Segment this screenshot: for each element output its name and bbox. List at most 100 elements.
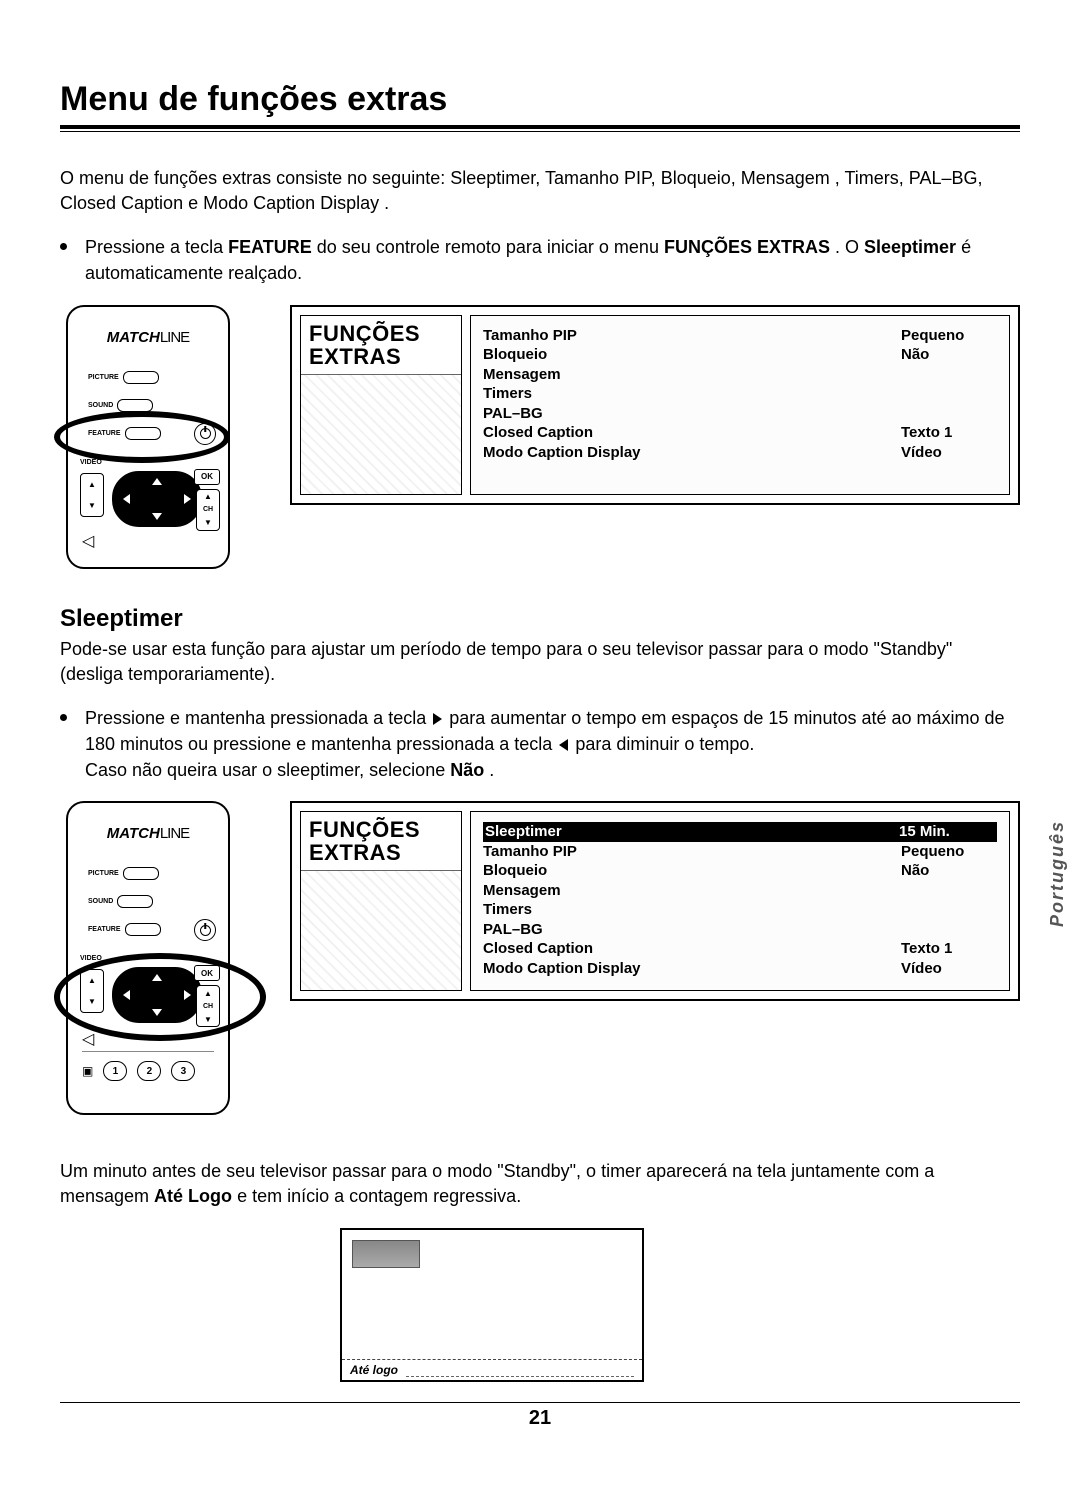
osd-menu-item[interactable]: Closed CaptionTexto 1 <box>483 939 997 959</box>
osd-menu-item[interactable]: Modo Caption DisplayVídeo <box>483 443 997 463</box>
ate-logo-label: Até logo <box>350 1363 398 1377</box>
bullet-dot-icon <box>60 243 67 250</box>
label-sound: SOUND <box>88 898 113 905</box>
num-2-button[interactable]: 2 <box>137 1061 161 1081</box>
osd-item-value <box>901 881 997 901</box>
osd-item-value: Não <box>901 861 997 881</box>
label-feature: FEATURE <box>88 926 121 933</box>
picture-button[interactable] <box>123 867 159 880</box>
osd-item-value: Pequeno <box>901 842 997 862</box>
fig-row-2: MATCHLINE PICTURE SOUND FEATURE VIDEO <box>60 801 1020 1131</box>
osd-menu-item[interactable]: BloqueioNão <box>483 345 997 365</box>
osd-item-label: Timers <box>483 900 901 920</box>
osd-item-value <box>901 900 997 920</box>
osd-item-label: PAL–BG <box>483 404 901 424</box>
sleep-intro-text: Pode-se usar esta função para ajustar um… <box>60 637 1020 687</box>
text: do seu controle remoto para iniciar o me… <box>317 237 664 257</box>
osd-item-label: Timers <box>483 384 901 404</box>
text: . O <box>835 237 864 257</box>
countdown-text: Um minuto antes de seu televisor passar … <box>60 1159 1020 1209</box>
label-ch: CH <box>203 506 213 513</box>
picture-button[interactable] <box>123 371 159 384</box>
mute-icon: ◁ <box>82 1029 94 1049</box>
osd-menu-item[interactable]: Mensagem <box>483 365 997 385</box>
text: para diminuir o tempo. <box>575 734 754 754</box>
osd-menu-item[interactable]: Closed CaptionTexto 1 <box>483 423 997 443</box>
osd-left-preview <box>301 871 461 990</box>
osd-menu-item[interactable]: Modo Caption DisplayVídeo <box>483 959 997 979</box>
remote-illustration-2: MATCHLINE PICTURE SOUND FEATURE VIDEO <box>60 801 260 1131</box>
key-funcoes: FUNÇÕES EXTRAS <box>664 237 830 257</box>
osd-item-value: Vídeo <box>901 959 997 979</box>
osd-menu-item[interactable]: Tamanho PIPPequeno <box>483 842 997 862</box>
dpad[interactable] <box>112 471 202 527</box>
osd-menu-item[interactable]: Tamanho PIPPequeno <box>483 326 997 346</box>
intro-text: O menu de funções extras consiste no seg… <box>60 166 1020 216</box>
osd-left-panel: FUNÇÕES EXTRAS <box>300 811 462 991</box>
osd-item-value: Pequeno <box>901 326 997 346</box>
osd-item-value <box>901 404 997 424</box>
text: . <box>489 760 494 780</box>
dpad-down-icon <box>152 513 162 520</box>
osd-header-2: EXTRAS <box>309 345 453 368</box>
osd-screen-2: FUNÇÕES EXTRAS Sleeptimer15 Min.Tamanho … <box>290 801 1020 1001</box>
dpad-up-icon <box>152 478 162 485</box>
key-sleeptimer: Sleeptimer <box>864 237 956 257</box>
osd-item-value: 15 Min. <box>897 822 997 842</box>
text: Pressione a tecla <box>85 237 228 257</box>
osd-item-value <box>901 920 997 940</box>
fig-row-1: MATCHLINE PICTURE SOUND FEATURE VIDEO <box>60 305 1020 575</box>
text: e tem início a contagem regressiva. <box>237 1186 521 1206</box>
osd-menu-item[interactable]: Timers <box>483 900 997 920</box>
osd-menu-item[interactable]: Timers <box>483 384 997 404</box>
bullet-feature: Pressione a tecla FEATURE do seu control… <box>60 234 1020 286</box>
osd-menu-item[interactable]: Sleeptimer15 Min. <box>483 822 997 842</box>
video-rocker[interactable]: ▲▼ <box>80 473 104 517</box>
osd-item-label: PAL–BG <box>483 920 901 940</box>
label-picture: PICTURE <box>88 870 119 877</box>
arrow-right-icon <box>433 713 442 725</box>
sound-button[interactable] <box>117 399 153 412</box>
feature-button[interactable] <box>125 923 161 936</box>
osd-item-label: Bloqueio <box>483 345 901 365</box>
dpad-right-icon <box>184 494 191 504</box>
ch-rocker[interactable]: ▲ CH ▼ <box>196 489 220 531</box>
arrow-left-icon <box>559 739 568 751</box>
label-sound: SOUND <box>88 402 113 409</box>
osd-item-label: Tamanho PIP <box>483 326 901 346</box>
osd-menu-item[interactable]: Mensagem <box>483 881 997 901</box>
side-language-label: Português <box>1047 820 1068 927</box>
ok-button[interactable]: OK <box>194 469 220 485</box>
num-1-button[interactable]: 1 <box>103 1061 127 1081</box>
osd-left-panel: FUNÇÕES EXTRAS <box>300 315 462 495</box>
power-button[interactable] <box>194 919 216 941</box>
key-atelogo: Até Logo <box>154 1186 232 1206</box>
bullet-sleep: Pressione e mantenha pressionada a tecla… <box>60 705 1020 783</box>
page-title: Menu de funções extras <box>60 80 1020 119</box>
osd-item-value: Texto 1 <box>901 423 997 443</box>
osd-item-value <box>901 365 997 385</box>
power-icon <box>200 925 211 936</box>
osd-item-label: Closed Caption <box>483 939 901 959</box>
rec-icon: ▣ <box>82 1064 93 1078</box>
section-heading-sleeptimer: Sleeptimer <box>60 605 1020 633</box>
osd-item-label: Tamanho PIP <box>483 842 901 862</box>
osd-item-label: Bloqueio <box>483 861 901 881</box>
sound-button[interactable] <box>117 895 153 908</box>
osd-menu-list-2: Sleeptimer15 Min.Tamanho PIPPequenoBloqu… <box>470 811 1010 991</box>
osd-menu-item[interactable]: PAL–BG <box>483 920 997 940</box>
bullet-dot-icon <box>60 714 67 721</box>
osd-menu-item[interactable]: BloqueioNão <box>483 861 997 881</box>
brand-b: LINE <box>160 825 189 842</box>
num-3-button[interactable]: 3 <box>171 1061 195 1081</box>
osd-item-label: Modo Caption Display <box>483 443 901 463</box>
brand-a: MATCH <box>107 329 160 346</box>
osd-item-label: Mensagem <box>483 881 901 901</box>
osd-item-value: Não <box>901 345 997 365</box>
countdown-screen: Até logo <box>340 1228 644 1382</box>
countdown-pip-icon <box>352 1240 420 1268</box>
osd-item-label: Modo Caption Display <box>483 959 901 979</box>
highlight-oval-feature <box>54 411 230 463</box>
text: Caso não queira usar o sleeptimer, selec… <box>85 760 450 780</box>
osd-menu-item[interactable]: PAL–BG <box>483 404 997 424</box>
